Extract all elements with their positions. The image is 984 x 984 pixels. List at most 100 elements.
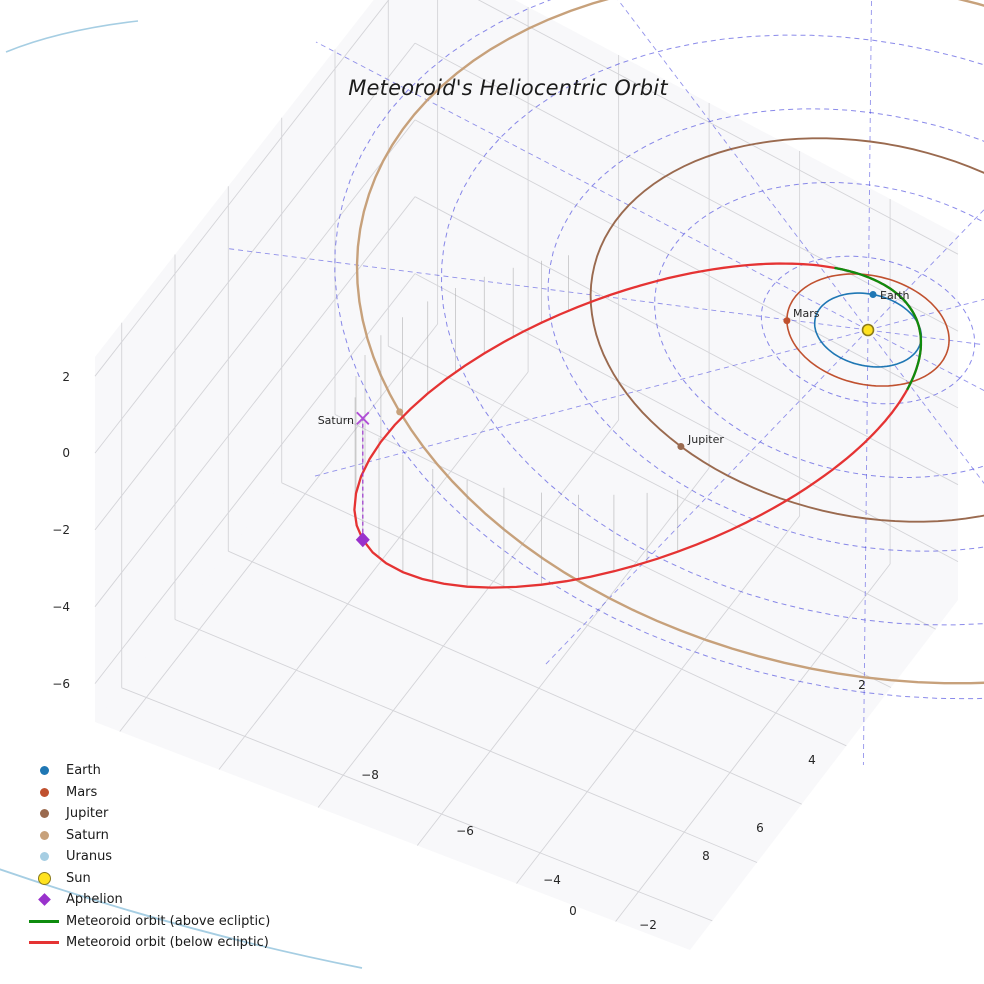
backwall-z-gridline (477, 0, 959, 255)
polar-grid-spoke (867, 329, 984, 392)
axis-ticks: −8 −6 −4 −2 0 2 4 6 8 2 0 −2 −4 −6 (52, 370, 866, 932)
wall-z-gridline (94, 0, 390, 377)
legend-label: Aphelion (66, 892, 123, 908)
mars-orbit-line (786, 273, 950, 387)
earth-label: Earth (880, 289, 910, 302)
legend-label: Sun (66, 870, 91, 886)
y-tick-label: 8 (702, 849, 710, 863)
x-tick-label: −2 (639, 918, 657, 932)
ecliptic-polar-grid (227, 0, 984, 766)
backwall-z-gridline (414, 42, 959, 332)
planet-orbits (355, 0, 984, 685)
legend-label: Mars (66, 784, 98, 800)
legend-label: Meteoroid orbit (below ecliptic) (66, 935, 269, 951)
polar-grid-spoke (315, 41, 869, 331)
floor-x-gridline (516, 515, 800, 884)
saturn-marker (396, 408, 404, 416)
mars-label: Mars (793, 307, 820, 320)
legend-label: Earth (66, 763, 101, 779)
legend-label: Uranus (66, 849, 113, 865)
floor-x-gridline (615, 563, 891, 922)
earth-orbit-line (813, 292, 923, 368)
wall-z-gridline (94, 273, 416, 684)
legend-item-sun: Sun (26, 868, 270, 890)
floor-y-gridline (174, 619, 758, 863)
jupiter-marker (677, 443, 685, 450)
floor-x-gridline (218, 371, 529, 770)
earth-marker (869, 291, 877, 298)
z-tick-label: −2 (52, 523, 70, 537)
wall-z-gridline (94, 119, 416, 531)
floor-pane (95, 312, 958, 950)
legend-meteoroid-orbit-above-ecliptic-line-icon (26, 919, 62, 923)
legend-item-saturn: Saturn (26, 825, 270, 847)
x-tick-label: 0 (569, 904, 577, 918)
backwall-z-gridline (414, 273, 959, 562)
jupiter-label: Jupiter (687, 433, 724, 446)
sub-aphelion-x-marker (356, 411, 370, 425)
legend-aphelion-marker-icon (26, 893, 62, 907)
meteoroid-orbit-above (834, 266, 923, 391)
wall-z-gridline (94, 196, 416, 607)
wall-z-gridline (94, 42, 416, 454)
legend-earth-marker-icon (26, 766, 62, 776)
aphelion-marker (355, 532, 370, 548)
polar-grid-spoke (867, 0, 872, 331)
polar-grid-spoke (311, 329, 869, 478)
floor-y-gridline (281, 482, 847, 747)
aphelion-group (355, 411, 370, 548)
legend-label: Jupiter (66, 806, 109, 822)
x-tick-label: −6 (456, 824, 474, 838)
legend: Earth Mars Jupiter Saturn Uranus Sun Aphelion M… (26, 760, 270, 954)
legend-label: Saturn (66, 827, 109, 843)
backwall-z-gridline (414, 196, 959, 486)
legend-jupiter-marker-icon (26, 809, 62, 819)
legend-item-meteoroid-orbit-below-ecliptic: Meteoroid orbit (below ecliptic) (26, 932, 270, 954)
uranus-orbit-arc-top (5, 20, 139, 53)
legend-saturn-marker-icon (26, 830, 62, 840)
floor-x-gridline (119, 323, 438, 732)
legend-item-mars: Mars (26, 782, 270, 804)
legend-mars-marker-icon (26, 787, 62, 797)
sun-marker (861, 323, 875, 337)
saturn-label: Saturn (318, 414, 354, 427)
legend-sun-marker-icon (26, 871, 62, 885)
y-tick-label: 6 (756, 821, 764, 835)
back-wall-pane (415, 0, 958, 600)
planet-labels: Earth Mars Jupiter Saturn (318, 289, 910, 446)
mars-marker (783, 317, 791, 325)
page-title: Meteoroid's Heliocentric Orbit (348, 76, 668, 100)
floor-x-gridline (416, 467, 710, 846)
y-tick-label: 4 (808, 753, 816, 767)
planet-markers (396, 291, 877, 450)
floor-y-gridline (334, 414, 892, 688)
legend-item-jupiter: Jupiter (26, 803, 270, 825)
legend-uranus-marker-icon (26, 852, 62, 862)
floor-y-gridline (388, 345, 936, 630)
floor-y-gridline (228, 550, 802, 805)
jupiter-orbit-line (589, 137, 984, 523)
z-tick-label: 0 (62, 446, 70, 460)
saturn-orbit-line (355, 0, 984, 685)
legend-label: Meteoroid orbit (above ecliptic) (66, 913, 271, 929)
floor-y-gridline (121, 687, 713, 922)
legend-item-uranus: Uranus (26, 846, 270, 868)
polar-grid-spoke (862, 329, 869, 766)
uranus-orbit-arc-bottom (0, 868, 363, 969)
x-tick-label: −8 (361, 768, 379, 782)
pane-grid (94, 0, 959, 922)
polar-grid-spoke (543, 329, 869, 667)
z-tick-label: −6 (52, 677, 70, 691)
floor-x-gridline (317, 419, 619, 808)
legend-meteoroid-orbit-below-ecliptic-line-icon (26, 941, 62, 945)
legend-item-earth: Earth (26, 760, 270, 782)
polar-grid-spoke (617, 0, 869, 331)
x-tick-label: −4 (543, 873, 561, 887)
z-tick-label: 2 (62, 370, 70, 384)
y-tick-label: 2 (858, 678, 866, 692)
z-tick-label: −4 (52, 600, 70, 614)
legend-item-aphelion: Aphelion (26, 889, 270, 911)
legend-item-meteoroid-orbit-above-ecliptic: Meteoroid orbit (above ecliptic) (26, 911, 270, 933)
